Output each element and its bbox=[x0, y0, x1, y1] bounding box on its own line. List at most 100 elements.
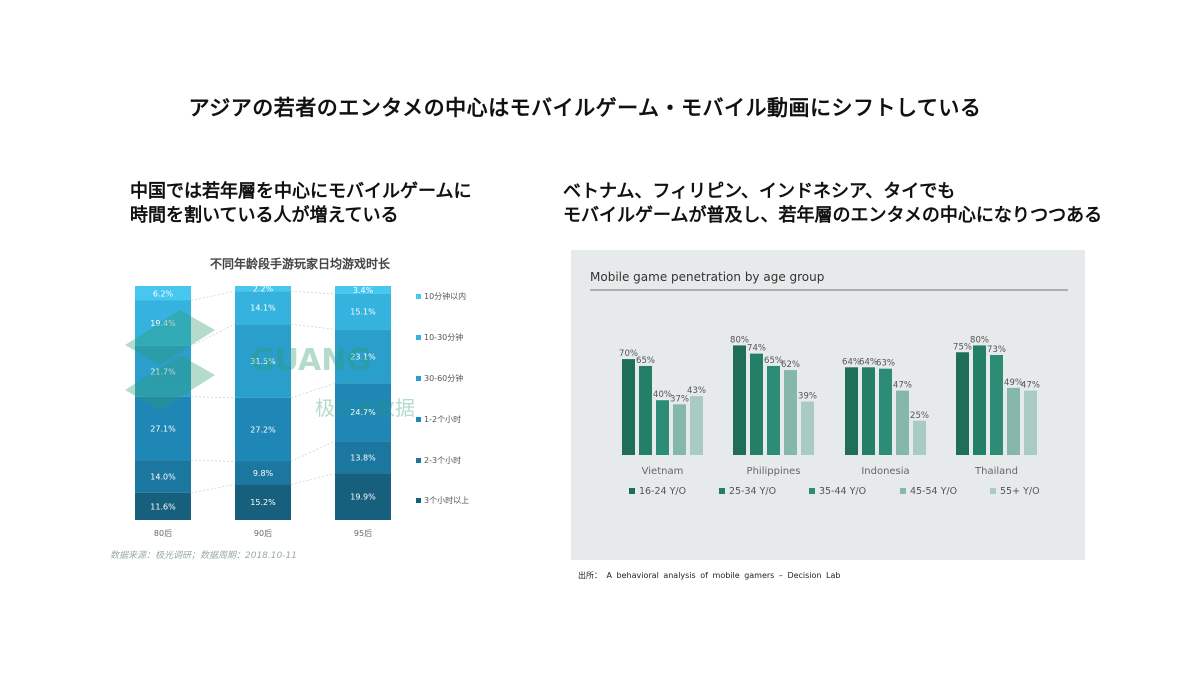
connector-line bbox=[290, 290, 336, 295]
category-label: Thailand bbox=[974, 466, 1018, 477]
legend-swatch bbox=[990, 488, 996, 494]
bar-value-label: 49% bbox=[1004, 378, 1023, 388]
left-chart-source: 数据来源：极光调研；数据周期：2018.10-11 bbox=[110, 551, 297, 561]
category-label: Indonesia bbox=[861, 466, 909, 477]
bar-segment bbox=[235, 461, 291, 485]
bar bbox=[690, 396, 703, 455]
legend-label: 16-24 Y/O bbox=[639, 486, 686, 497]
bar bbox=[622, 359, 635, 455]
bar-segment bbox=[235, 286, 291, 292]
legend-swatch bbox=[416, 376, 421, 381]
category-label: 80后 bbox=[154, 528, 172, 538]
connector-line bbox=[290, 440, 336, 462]
segment-value-label: 19.4% bbox=[150, 319, 176, 328]
bar-value-label: 73% bbox=[987, 345, 1006, 355]
legend-swatch bbox=[719, 488, 725, 494]
bar bbox=[733, 345, 746, 455]
right-chart-panel: Mobile game penetration by age group 70% 6… bbox=[571, 250, 1085, 560]
connector-line bbox=[190, 396, 236, 399]
bar bbox=[801, 401, 814, 455]
bar-value-label: 74% bbox=[747, 344, 766, 354]
bar bbox=[1007, 387, 1020, 455]
segment-value-label: 14.0% bbox=[150, 472, 176, 481]
connector-line bbox=[190, 484, 236, 494]
legend-label: 2-3个小时 bbox=[424, 455, 461, 465]
segment-value-label: 24.7% bbox=[350, 408, 376, 417]
segment-value-label: 14.1% bbox=[250, 304, 276, 313]
bar-value-label: 40% bbox=[653, 390, 672, 400]
category-label: 90后 bbox=[254, 528, 272, 538]
bar bbox=[673, 404, 686, 455]
bar-segment bbox=[335, 329, 391, 384]
legend-label: 30-60分钟 bbox=[424, 373, 463, 383]
bar-value-label: 37% bbox=[670, 394, 689, 404]
segment-value-label: 13.8% bbox=[350, 453, 376, 462]
bar-value-label: 39% bbox=[798, 392, 817, 402]
legend-label: 10-30分钟 bbox=[424, 332, 463, 342]
watermark-text: GUANG bbox=[250, 343, 371, 378]
bar-segment bbox=[335, 383, 391, 442]
bar-segment bbox=[135, 300, 191, 346]
legend-swatch bbox=[416, 294, 421, 299]
bar-segment bbox=[335, 473, 391, 520]
watermark: GUANG 极光大数据 bbox=[125, 310, 415, 420]
bar-segment bbox=[135, 460, 191, 493]
bar-segment bbox=[135, 492, 191, 520]
bar bbox=[767, 365, 780, 455]
bar-segment bbox=[235, 484, 291, 520]
bar-segment bbox=[335, 293, 391, 330]
bar-value-label: 80% bbox=[970, 335, 989, 345]
segment-value-label: 6.2% bbox=[153, 289, 174, 298]
left-chart-title: 不同年龄段手游玩家日均游戏时长 bbox=[209, 257, 390, 271]
legend-label: 10分钟以内 bbox=[424, 291, 466, 301]
right-subtitle-line1: ベトナム、フィリピン、インドネシア、タイでも bbox=[563, 181, 956, 202]
bar-value-label: 70% bbox=[619, 349, 638, 359]
page-title: アジアの若者のエンタメの中心はモバイルゲーム・モバイル動画にシフトしている bbox=[188, 96, 982, 120]
bar bbox=[845, 367, 858, 455]
segment-value-label: 11.6% bbox=[150, 502, 176, 511]
category-label: Vietnam bbox=[642, 466, 684, 477]
category-label: 95后 bbox=[354, 528, 372, 538]
legend-label: 25-34 Y/O bbox=[729, 486, 776, 497]
bar-value-label: 47% bbox=[893, 381, 912, 391]
bar-value-label: 80% bbox=[730, 335, 749, 345]
bar bbox=[750, 353, 763, 455]
bar bbox=[913, 420, 926, 455]
bar bbox=[639, 365, 652, 455]
legend-label: 3个小时以上 bbox=[424, 495, 469, 505]
left-stacked-chart: 11.6% 14.0% 27.1% 21.7% 19.4% 6.2% 80后 15.2% 9.8… bbox=[125, 285, 469, 538]
legend-swatch bbox=[900, 488, 906, 494]
bar-segment bbox=[235, 291, 291, 325]
watermark-logo-shape bbox=[125, 355, 215, 410]
legend-label: 35-44 Y/O bbox=[819, 486, 866, 497]
left-subtitle-line1: 中国では若年層を中心にモバイルゲームに bbox=[130, 181, 472, 202]
bar-value-label: 75% bbox=[953, 342, 972, 352]
segment-value-label: 9.8% bbox=[253, 469, 274, 478]
bar-value-label: 47% bbox=[1021, 381, 1040, 391]
legend-swatch bbox=[629, 488, 635, 494]
bar-segment bbox=[335, 286, 391, 294]
category-label: Philippines bbox=[747, 466, 801, 477]
bar-segment bbox=[235, 397, 291, 462]
connector-line bbox=[290, 473, 336, 485]
legend-swatch bbox=[809, 488, 815, 494]
segment-value-label: 31.5% bbox=[250, 357, 276, 366]
bar-value-label: 65% bbox=[636, 356, 655, 366]
bar bbox=[990, 354, 1003, 455]
bar-value-label: 62% bbox=[781, 360, 800, 370]
watermark-text: 极光大数据 bbox=[315, 396, 415, 420]
left-subtitle-line2: 時間を割いている人が増えている bbox=[130, 205, 399, 226]
bar-segment bbox=[135, 286, 191, 301]
segment-value-label: 19.9% bbox=[350, 493, 376, 502]
bar-value-label: 64% bbox=[859, 357, 878, 367]
bar bbox=[1024, 390, 1037, 455]
bar-value-label: 65% bbox=[764, 356, 783, 366]
bar-value-label: 64% bbox=[842, 357, 861, 367]
connector-line bbox=[190, 323, 236, 347]
segment-value-label: 21.7% bbox=[150, 367, 176, 376]
right-subtitle-line2: モバイルゲームが普及し、若年層のエンタメの中心になりつつある bbox=[563, 205, 1103, 226]
right-chart-source: 出所： A behavioral analysis of mobile game… bbox=[578, 571, 841, 580]
connector-line bbox=[190, 459, 236, 462]
bar-segment bbox=[135, 345, 191, 397]
segment-value-label: 2.2% bbox=[253, 285, 274, 294]
